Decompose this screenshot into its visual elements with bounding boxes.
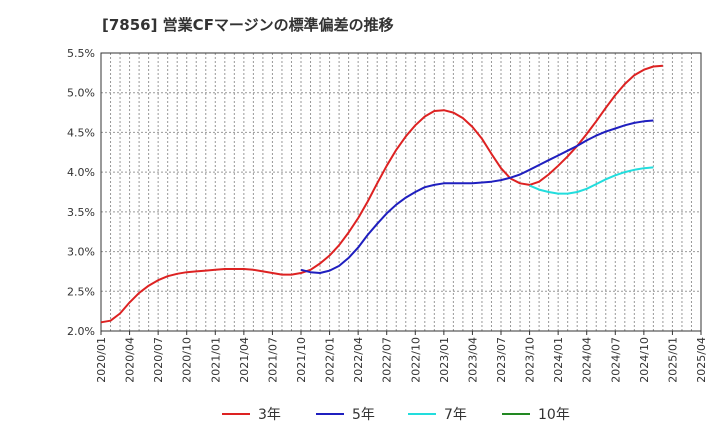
x-tick-label: 2023/04 [466,337,479,383]
x-tick-label: 2020/07 [152,337,165,383]
y-tick-label: 4.0% [67,166,95,179]
x-tick-label: 2022/10 [409,337,422,383]
legend-swatch-10y [502,413,530,415]
y-tick-label: 4.5% [67,126,95,139]
y-tick-label: 5.0% [67,87,95,100]
x-tick-label: 2024/01 [552,337,565,383]
y-tick-label: 2.5% [67,285,95,298]
series-line-7年 [529,166,654,195]
x-tick-label: 2023/07 [495,337,508,383]
x-tick-label: 2021/04 [238,337,251,383]
series-line-5年 [300,119,654,274]
x-tick-label: 2021/10 [295,337,308,383]
legend-item-3y: 3年 [222,402,281,426]
series-line-3年 [100,64,663,324]
legend-swatch-7y [408,413,436,415]
y-tick-label: 3.5% [67,206,95,219]
legend-label-7y: 7年 [444,407,467,423]
plot-frame [100,52,702,332]
legend-label-5y: 5年 [352,407,375,423]
x-tick-label: 2023/01 [438,337,451,383]
x-tick-label: 2024/04 [581,337,594,383]
x-tick-label: 2020/04 [124,337,137,383]
x-tick-label: 2024/07 [609,337,622,383]
legend-swatch-5y [316,413,344,415]
legend-label-10y: 10年 [538,407,570,423]
legend-label-3y: 3年 [258,407,281,423]
x-tick-label: 2020/10 [181,337,194,383]
x-tick-label: 2022/04 [352,337,365,383]
x-tick-label: 2021/07 [266,337,279,383]
x-tick-label: 2022/01 [324,337,337,383]
x-tick-label: 2025/04 [695,337,708,383]
x-tick-label: 2021/01 [209,337,222,383]
legend-item-10y: 10年 [502,402,570,426]
legend-item-7y: 7年 [408,402,467,426]
x-tick-label: 2024/10 [638,337,651,383]
legend-item-5y: 5年 [316,402,375,426]
chart-legend: 3年 5年 7年 10年 [0,402,720,426]
x-tick-label: 2023/10 [524,337,537,383]
legend-swatch-3y [222,413,250,415]
chart-title: [7856] 営業CFマージンの標準偏差の推移 [102,16,394,34]
x-tick-label: 2022/07 [381,337,394,383]
y-tick-label: 2.0% [67,325,95,338]
y-tick-label: 5.5% [67,47,95,60]
x-tick-label: 2025/01 [666,337,679,383]
x-tick-label: 2020/01 [95,337,108,383]
y-tick-label: 3.0% [67,246,95,259]
